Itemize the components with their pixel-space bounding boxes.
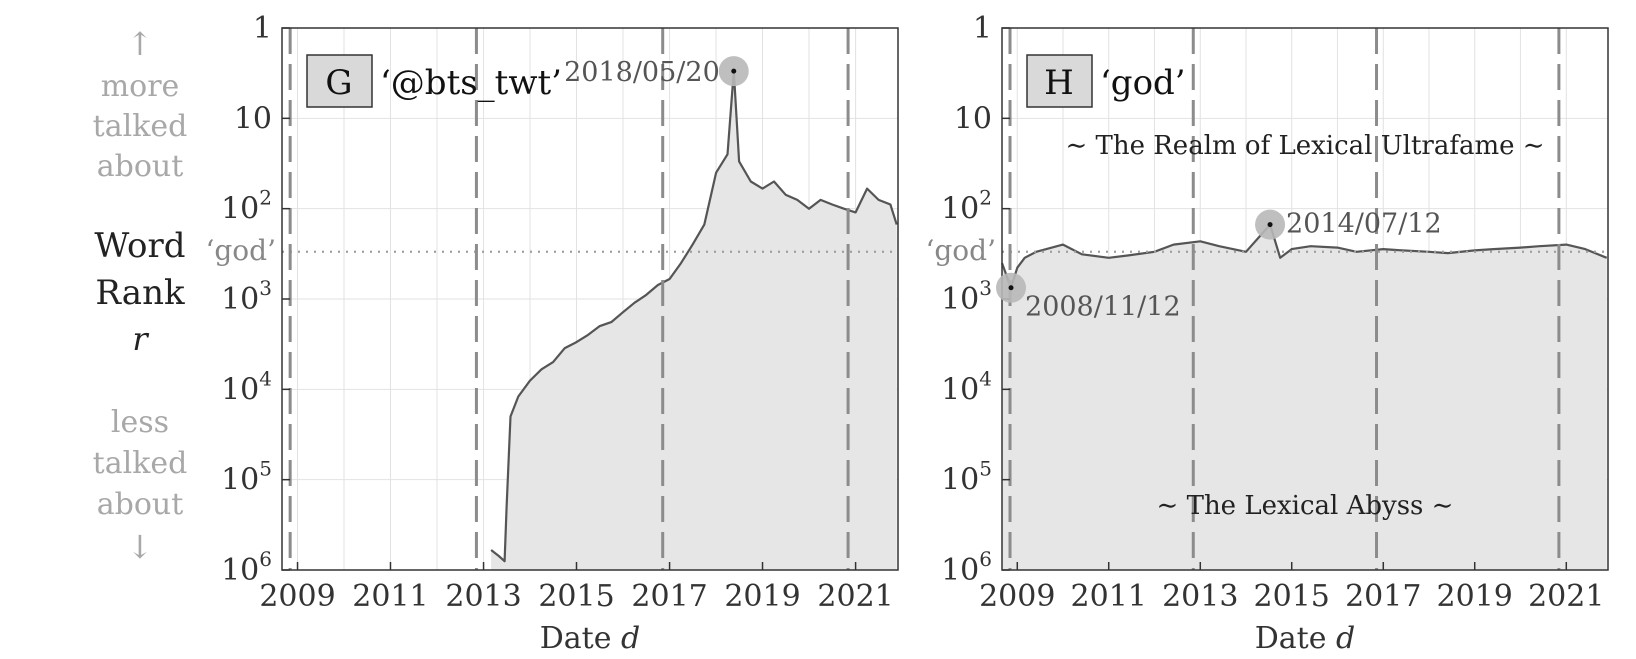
y-tick-label: 104 [221,366,272,407]
y-tick-label: 10 [234,101,272,136]
panel-label-box [1026,54,1093,108]
y-tick-exponent: 4 [259,366,272,390]
y-tick-label: 105 [941,457,992,498]
x-tick-label: 2017 [1345,579,1421,614]
series-line [1000,223,1608,289]
annotation-label: 2018/05/20 [564,57,720,88]
panel-label-box [306,54,373,108]
region-label-ultrafame: ∼ The Realm of Lexical Ultrafame ∼ [1065,131,1544,161]
series-line [490,70,898,563]
x-tick-label: 2011 [352,579,428,614]
y-tick-label: 104 [941,366,992,407]
x-tick-label: 2019 [1437,579,1513,614]
x-tick-label: 2015 [1254,579,1330,614]
word-rank-line-1: Word [94,226,185,266]
y-tick-label: 102 [941,186,992,227]
side-labels: ↑ more talked about Word Rank r less tal… [93,25,188,566]
highlight-point [1267,222,1273,228]
y-tick-label: 1 [253,11,272,46]
highlight-point [1008,285,1014,291]
y-tick-label: 10 [954,101,992,136]
y-tick-exponent: 3 [259,276,272,300]
x-tick-label: 2021 [1528,579,1604,614]
y-tick-label: 103 [941,276,992,317]
y-tick-label: 1 [973,11,992,46]
panel-label: G [325,63,352,103]
x-tick-label: 2009 [979,579,1055,614]
x-tick-label: 2013 [445,579,521,614]
y-tick-exponent: 2 [979,186,992,210]
y-tick-exponent: 4 [979,366,992,390]
panel-label: H [1044,63,1074,103]
x-tick-label: 2011 [1071,579,1147,614]
reference-line-label: ‘god’ [925,234,996,267]
x-tick-label: 2021 [817,579,893,614]
y-tick-label: 103 [221,276,272,317]
y-tick-exponent: 5 [259,457,272,481]
highlight-point [731,68,737,74]
less-talked-about-line-1: less [111,405,169,440]
x-axis-label: Date d [1255,621,1356,656]
region-label-abyss: ∼ The Lexical Abyss ∼ [1157,491,1454,521]
y-tick-exponent: 5 [979,457,992,481]
y-tick-exponent: 2 [259,186,272,210]
less-talked-about-line-3: about [97,487,184,522]
reference-line-label: ‘god’ [205,234,276,267]
x-tick-label: 2015 [538,579,614,614]
x-axis-label-symbol: d [621,621,640,656]
panel-title: ‘@bts_twt’ [380,63,562,103]
down-arrow-icon: ↓ [127,528,154,566]
y-tick-label: 102 [221,186,272,227]
y-tick-label: 106 [221,547,272,588]
word-rank-line-3: r [132,320,149,358]
x-tick-label: 2009 [259,579,335,614]
y-tick-label: 105 [221,457,272,498]
more-talked-about-line-2: talked [93,109,188,144]
more-talked-about-line-3: about [97,149,184,184]
y-tick-exponent: 6 [979,547,992,571]
annotation-label: 2008/11/12 [1025,292,1181,323]
annotation-label: 2014/07/12 [1286,209,1442,240]
x-axis-label-symbol: d [1336,621,1355,656]
series-area-fill [1002,224,1607,570]
x-tick-label: 2019 [724,579,800,614]
more-talked-about-line-1: more [101,69,180,104]
up-arrow-icon: ↑ [127,25,154,63]
word-rank-line-2: Rank [95,273,185,313]
series-area-fill [491,71,897,570]
x-tick-label: 2013 [1162,579,1238,614]
y-tick-exponent: 3 [979,276,992,300]
y-tick-exponent: 6 [259,547,272,571]
less-talked-about-line-2: talked [93,446,188,481]
x-tick-label: 2017 [631,579,707,614]
panel-title: ‘god’ [1100,63,1186,103]
x-axis-label: Date d [540,621,641,656]
